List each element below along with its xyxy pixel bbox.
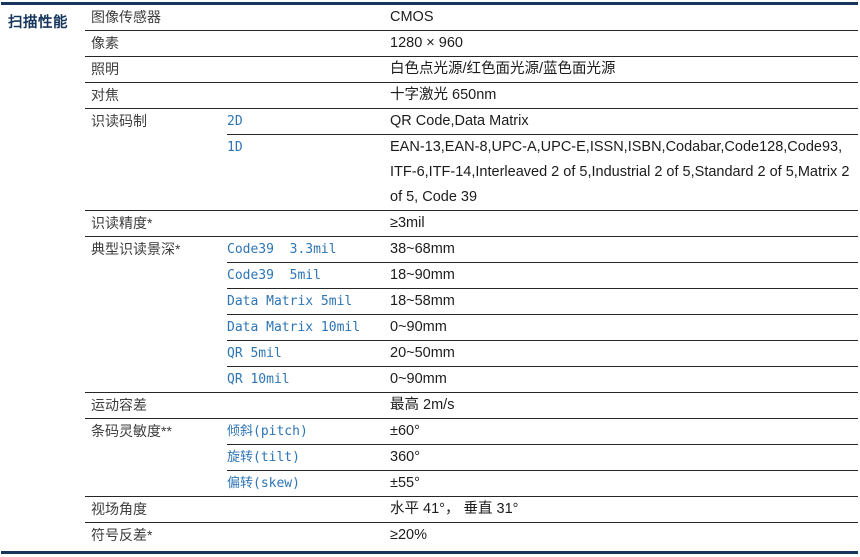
spec-subrow: 十字激光 650nm <box>227 83 858 108</box>
spec-value: 最高 2m/s <box>390 397 455 413</box>
spec-subrow: 偏转(skew) ±55° <box>227 470 858 496</box>
spec-row-label: 图像传感器 <box>91 9 161 25</box>
spec-row: 照明 白色点光源/红色面光源/蓝色面光源 <box>85 56 858 82</box>
spec-subrow: 最高 2m/s <box>227 393 858 418</box>
spec-value: 360° <box>390 449 420 465</box>
spec-subrow-key: Code39 3.3mil <box>227 242 337 257</box>
spec-subrow-key <box>227 83 390 108</box>
spec-subrow-key: Data Matrix 10mil <box>227 320 361 335</box>
spec-subrow-key: Data Matrix 5mil <box>227 294 353 309</box>
spec-value: ≥20% <box>390 527 427 543</box>
spec-row-label: 条码灵敏度** <box>91 423 172 439</box>
spec-subrow-key: 1D <box>227 140 243 155</box>
spec-row-content: ≥20% <box>227 523 858 548</box>
spec-subrow-key: QR 10mil <box>227 372 290 387</box>
spec-row-label: 典型识读景深* <box>91 241 181 257</box>
spec-row-label: 视场角度 <box>91 501 147 517</box>
spec-value: 38~68mm <box>390 241 455 257</box>
spec-subrow-key <box>227 523 390 548</box>
spec-subrow: 1D EAN-13,EAN-8,UPC-A,UPC-E,ISSN,ISBN,Cod… <box>227 134 858 210</box>
spec-rows: 图像传感器 CMOS 像素 1280 × 960 照明 白色点光源/红色面光源/蓝色面光源… <box>85 5 858 548</box>
spec-subrow: 倾斜(pitch) ±60° <box>227 419 858 444</box>
spec-subrow: Data Matrix 10mil 0~90mm <box>227 314 858 340</box>
spec-row-content: 倾斜(pitch) ±60° 旋转(tilt) 360° 偏转(skew) ±55° <box>227 419 858 496</box>
spec-value: 白色点光源/红色面光源/蓝色面光源 <box>390 61 616 77</box>
spec-row-content: ≥3mil <box>227 211 858 236</box>
spec-subrow: ≥3mil <box>227 211 858 236</box>
spec-subrow-key: 偏转(skew) <box>227 476 300 491</box>
spec-subrow-key <box>227 393 390 418</box>
spec-row: 像素 1280 × 960 <box>85 30 858 56</box>
spec-value: 十字激光 650nm <box>390 87 497 103</box>
spec-row: 视场角度 水平 41°， 垂直 31° <box>85 496 858 522</box>
spec-subrow-key: QR 5mil <box>227 346 282 361</box>
spec-row-label: 运动容差 <box>91 397 147 413</box>
spec-subrow: 旋转(tilt) 360° <box>227 444 858 470</box>
spec-row: 条码灵敏度** 倾斜(pitch) ±60° 旋转(tilt) 360° 偏转(skew)… <box>85 418 858 496</box>
spec-row-label: 像素 <box>91 35 119 51</box>
spec-value: ≥3mil <box>390 215 425 231</box>
spec-value: ±60° <box>390 423 420 439</box>
spec-value: 0~90mm <box>390 319 447 335</box>
spec-row-label: 符号反差* <box>91 527 153 543</box>
spec-subrow-key: 2D <box>227 114 243 129</box>
section-title: 扫描性能 <box>8 15 68 31</box>
spec-row-label: 识读码制 <box>91 113 147 129</box>
spec-value: 1280 × 960 <box>390 35 463 51</box>
spec-subrow-key <box>227 211 390 236</box>
spec-subrow-key <box>227 497 390 522</box>
spec-subrow: QR 5mil 20~50mm <box>227 340 858 366</box>
spec-row-content: 1280 × 960 <box>227 31 858 56</box>
spec-row-content: 十字激光 650nm <box>227 83 858 108</box>
spec-row: 对焦 十字激光 650nm <box>85 82 858 108</box>
spec-subrow: ≥20% <box>227 523 858 548</box>
spec-value: 0~90mm <box>390 371 447 387</box>
spec-subrow-key: 倾斜(pitch) <box>227 424 308 439</box>
spec-row-label: 对焦 <box>91 87 119 103</box>
spec-subrow: 1280 × 960 <box>227 31 858 56</box>
spec-row-label: 识读精度* <box>91 215 153 231</box>
spec-row: 运动容差 最高 2m/s <box>85 392 858 418</box>
spec-value: CMOS <box>390 9 434 25</box>
spec-row: 典型识读景深* Code39 3.3mil 38~68mm Code39 5mil 18… <box>85 236 858 392</box>
spec-row-label: 照明 <box>91 61 119 77</box>
spec-value: ±55° <box>390 475 420 491</box>
spec-value: 水平 41°， 垂直 31° <box>390 501 519 517</box>
spec-row-content: CMOS <box>227 5 858 30</box>
spec-subrow-key: 旋转(tilt) <box>227 450 300 465</box>
spec-row: 识读精度* ≥3mil <box>85 210 858 236</box>
spec-subrow: Code39 5mil 18~90mm <box>227 262 858 288</box>
top-rule <box>1 2 858 5</box>
spec-value: QR Code,Data Matrix <box>390 113 529 129</box>
spec-subrow: CMOS <box>227 5 858 30</box>
spec-row: 图像传感器 CMOS <box>85 5 858 30</box>
spec-row-content: 2D QR Code,Data Matrix 1D EAN-13,EAN-8,UPC-… <box>227 109 858 210</box>
spec-subrow: Data Matrix 5mil 18~58mm <box>227 288 858 314</box>
spec-row: 识读码制 2D QR Code,Data Matrix 1D EAN-13,EAN-8,… <box>85 108 858 210</box>
spec-value: EAN-13,EAN-8,UPC-A,UPC-E,ISSN,ISBN,Codab… <box>390 139 850 205</box>
spec-subrow: 水平 41°， 垂直 31° <box>227 497 858 522</box>
spec-subrow: Code39 3.3mil 38~68mm <box>227 237 858 262</box>
spec-subrow-key: Code39 5mil <box>227 268 321 283</box>
spec-value: 18~90mm <box>390 267 455 283</box>
spec-subrow-key <box>227 31 390 56</box>
spec-subrow-key <box>227 5 390 30</box>
spec-row-content: Code39 3.3mil 38~68mm Code39 5mil 18~90mm Da… <box>227 237 858 392</box>
bottom-rule <box>1 551 858 554</box>
spec-subrow: 2D QR Code,Data Matrix <box>227 109 858 134</box>
spec-subrow: 白色点光源/红色面光源/蓝色面光源 <box>227 57 858 82</box>
spec-row-content: 水平 41°， 垂直 31° <box>227 497 858 522</box>
spec-value: 18~58mm <box>390 293 455 309</box>
spec-row-content: 最高 2m/s <box>227 393 858 418</box>
spec-row: 符号反差* ≥20% <box>85 522 858 548</box>
spec-value: 20~50mm <box>390 345 455 361</box>
spec-row-content: 白色点光源/红色面光源/蓝色面光源 <box>227 57 858 82</box>
spec-subrow: QR 10mil 0~90mm <box>227 366 858 392</box>
spec-subrow-key <box>227 57 390 82</box>
